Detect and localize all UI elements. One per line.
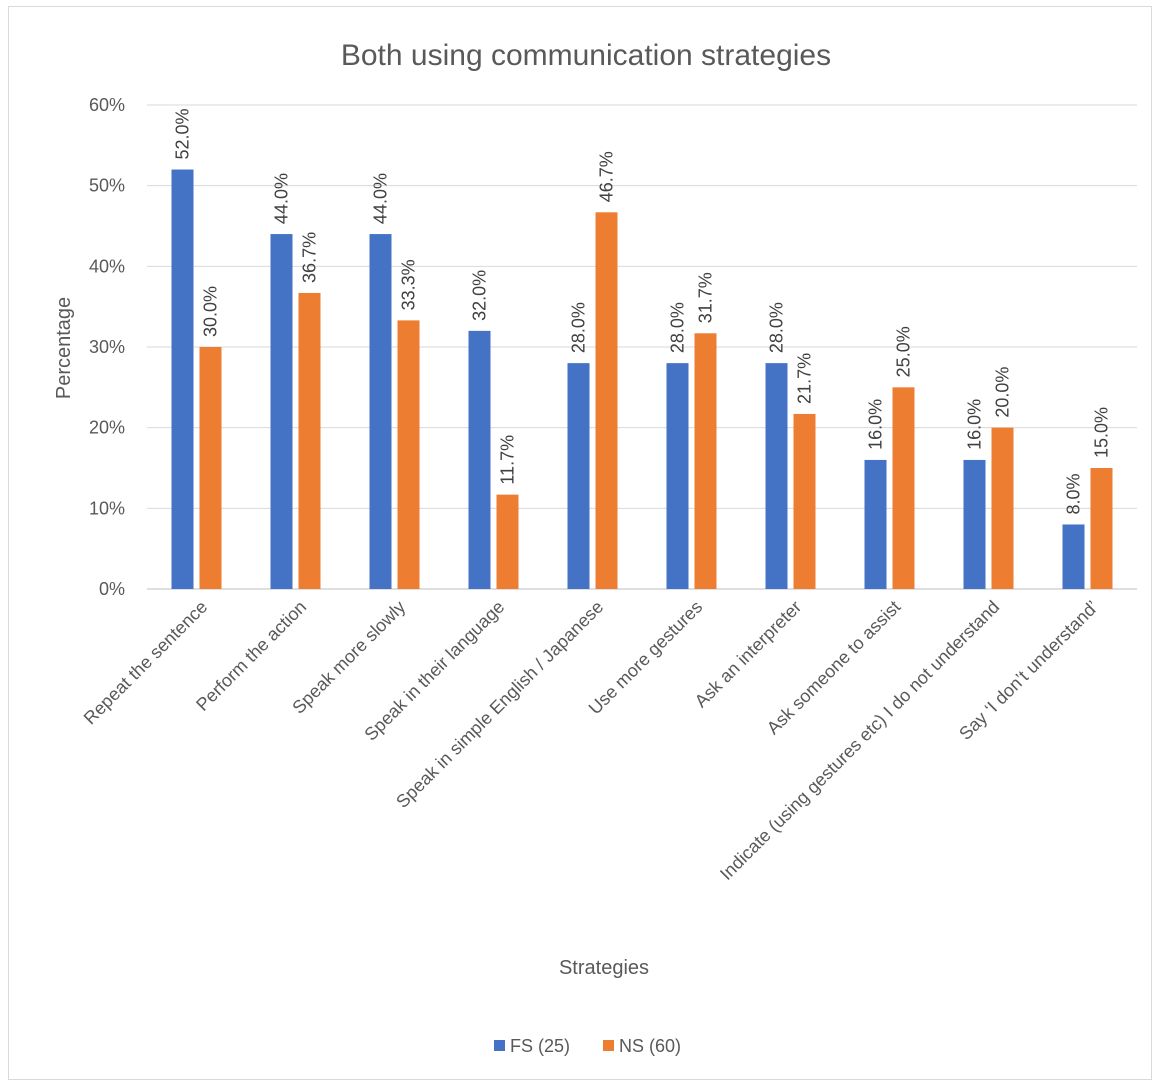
data-label: 11.7% xyxy=(498,435,518,485)
legend-swatch xyxy=(494,1040,505,1051)
y-axis-ticks: 0% 10% 20% 30% 40% 50% 60% xyxy=(89,95,125,599)
data-label: 44.0% xyxy=(371,173,391,224)
data-label: 30.0% xyxy=(201,286,221,337)
bar-fs xyxy=(765,363,788,589)
bar-fs xyxy=(963,459,986,589)
bar-ns xyxy=(199,347,222,589)
legend-swatch xyxy=(603,1040,614,1051)
x-category-label: Ask an interpreter xyxy=(691,597,806,712)
y-tick-label: 30% xyxy=(89,337,125,357)
chart-title: Both using communication strategies xyxy=(341,39,831,72)
y-tick-label: 50% xyxy=(89,176,125,196)
data-labels: 52.0% 44.0% 44.0% 32.0% 28.0% 28.0% 28.0% 16.0%… xyxy=(173,108,1112,514)
bar-ns xyxy=(397,320,420,589)
bar-fs xyxy=(864,459,887,589)
bar-ns xyxy=(793,413,816,589)
bar-ns xyxy=(298,292,321,589)
data-label: 52.0% xyxy=(173,108,193,159)
data-label: 31.7% xyxy=(696,272,716,323)
x-category-label: Speak in simple English / Japanese xyxy=(392,597,607,812)
data-label: 36.7% xyxy=(300,232,320,283)
data-label: 28.0% xyxy=(767,302,787,353)
data-label: 21.7% xyxy=(795,353,815,404)
x-category-label: Repeat the sentence xyxy=(80,597,212,729)
y-tick-label: 20% xyxy=(89,418,125,438)
y-tick-label: 10% xyxy=(89,498,125,518)
bar-ns xyxy=(496,494,519,589)
legend-label: FS (25) xyxy=(510,1036,570,1056)
bar-fs xyxy=(567,363,590,589)
data-label: 28.0% xyxy=(569,302,589,353)
data-label: 20.0% xyxy=(993,367,1013,418)
data-label: 15.0% xyxy=(1092,407,1112,458)
bar-fs xyxy=(369,234,392,590)
data-label: 46.7% xyxy=(597,151,617,202)
data-label: 8.0% xyxy=(1064,473,1084,514)
bar-ns xyxy=(991,427,1014,589)
bar-fs xyxy=(171,169,194,590)
data-label: 33.3% xyxy=(399,259,419,310)
bar-fs xyxy=(468,330,491,589)
data-label: 32.0% xyxy=(470,270,490,321)
y-tick-label: 0% xyxy=(99,579,125,599)
y-tick-label: 40% xyxy=(89,256,125,276)
legend: FS (25) NS (60) xyxy=(494,1036,681,1056)
bar-ns xyxy=(892,387,915,589)
data-label: 28.0% xyxy=(668,302,688,353)
data-label: 25.0% xyxy=(894,326,914,377)
x-category-label: Perform the action xyxy=(192,597,310,715)
bar-fs xyxy=(666,363,689,589)
grid-lines xyxy=(147,104,1137,590)
data-label: 44.0% xyxy=(272,173,292,224)
x-axis-title: Strategies xyxy=(559,957,649,979)
bar-fs xyxy=(270,234,293,590)
bar-ns xyxy=(1090,468,1113,589)
bar-ns xyxy=(595,212,618,589)
bar-ns xyxy=(694,333,717,589)
data-label: 16.0% xyxy=(965,399,985,450)
y-axis-title: Percentage xyxy=(53,297,75,399)
y-tick-label: 60% xyxy=(89,95,125,115)
bar-fs xyxy=(1062,524,1085,589)
legend-label: NS (60) xyxy=(619,1036,681,1056)
data-label: 16.0% xyxy=(866,399,886,450)
bars xyxy=(171,169,1113,590)
